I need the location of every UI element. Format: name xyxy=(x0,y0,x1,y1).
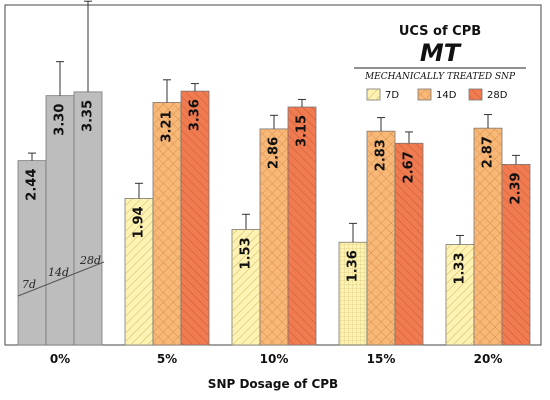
x-tick-1: 5% xyxy=(157,352,177,366)
bar-28D-0 xyxy=(73,91,103,346)
data-label-28D-0: 3.35 xyxy=(81,100,96,132)
chart-subtitle: MT xyxy=(420,39,462,67)
bar-pattern-7D-4 xyxy=(446,244,474,345)
data-label-28D-1: 3.36 xyxy=(188,99,203,131)
data-label-7D-1: 1.94 xyxy=(132,206,147,238)
data-label-14D-0: 3.30 xyxy=(53,104,68,136)
data-label-28D-3: 2.67 xyxy=(402,151,417,183)
data-label-14D-1: 3.21 xyxy=(160,110,175,142)
x-tick-0: 0% xyxy=(50,352,70,366)
legend-swatch-pattern-14D xyxy=(418,89,431,100)
legend: 7D 14D 28D xyxy=(366,88,508,101)
chart-title: UCS of CPB xyxy=(399,24,481,39)
legend-label-7D: 7D xyxy=(385,90,399,101)
data-label-14D-3: 2.83 xyxy=(374,139,389,171)
bar-pattern-28D-4 xyxy=(502,164,530,345)
control-annotation-line xyxy=(17,261,105,297)
bar-pattern-28D-1 xyxy=(181,91,209,345)
legend-label-28D: 28D xyxy=(487,90,508,101)
bar-pattern-7D-2 xyxy=(232,229,260,345)
data-label-7D-2: 1.53 xyxy=(239,237,254,269)
error-bars-layer xyxy=(28,0,520,245)
x-tick-labels: 0% 5% 10% 15% 20% xyxy=(50,352,503,366)
control-label-28d: 28d xyxy=(79,254,101,267)
legend-label-14D: 14D xyxy=(436,90,457,101)
bars-layer xyxy=(17,90,531,346)
bar-pattern-14D-1 xyxy=(153,102,181,345)
data-label-28D-2: 3.15 xyxy=(295,115,310,147)
control-label-14d: 14d xyxy=(48,266,69,279)
data-labels-layer: 2.44 3.30 3.35 1.94 3.21 3.36 1.53 2.86 3.15 1.36… xyxy=(25,99,524,284)
data-label-14D-2: 2.86 xyxy=(267,137,282,169)
bar-pattern-28D-2 xyxy=(288,107,316,345)
bar-pattern-14D-3 xyxy=(367,131,395,345)
data-label-7D-4: 1.33 xyxy=(453,252,468,284)
data-label-7D-3: 1.36 xyxy=(346,250,361,282)
bar-7D-0 xyxy=(17,160,47,346)
bar-pattern-7D-3 xyxy=(339,242,367,345)
x-axis-title: SNP Dosage of CPB xyxy=(208,377,338,391)
control-group-annotation: 7d 14d 28d xyxy=(17,254,105,297)
x-tick-4: 20% xyxy=(474,352,503,366)
legend-swatch-pattern-7D xyxy=(367,89,380,100)
bar-pattern-7D-1 xyxy=(125,198,153,345)
data-label-28D-4: 2.39 xyxy=(509,172,524,204)
x-tick-2: 10% xyxy=(260,352,289,366)
data-label-7D-0: 2.44 xyxy=(25,169,40,201)
legend-swatch-pattern-28D xyxy=(469,89,482,100)
bar-pattern-28D-3 xyxy=(395,143,423,345)
control-label-7d: 7d xyxy=(22,278,36,291)
bar-pattern-14D-4 xyxy=(474,128,502,345)
title-block: UCS of CPB MT MECHANICALLY TREATED SNP xyxy=(354,24,526,82)
x-tick-3: 15% xyxy=(367,352,396,366)
bar-pattern-14D-2 xyxy=(260,128,288,345)
data-label-14D-4: 2.87 xyxy=(481,136,496,168)
chart-subtitle-caption: MECHANICALLY TREATED SNP xyxy=(364,72,516,82)
